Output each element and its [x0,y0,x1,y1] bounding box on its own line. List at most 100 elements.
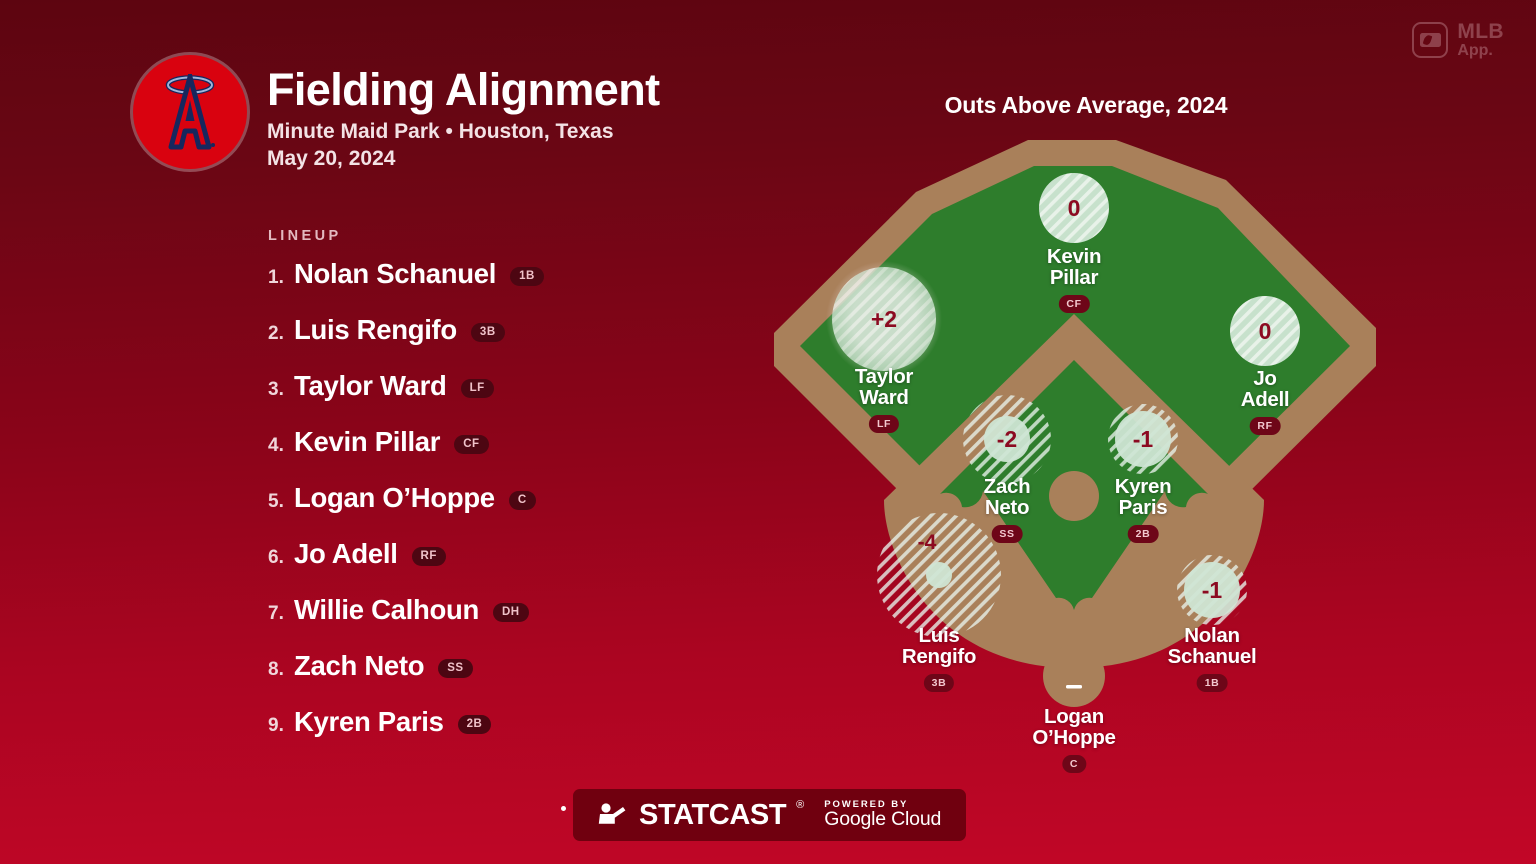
fielder-oaa-value: +2 [871,306,897,332]
lineup-position-badge: 2B [457,715,492,734]
lineup-order: 9. [268,715,284,736]
fielder-position-badge: 1B [1196,674,1228,692]
lineup-row: 9. Kyren Paris 2B [268,706,698,762]
mlb-watermark-line1: MLB [1457,20,1504,43]
fielder-oaa-value: -4 [918,531,937,554]
fielder-oaa-value: 0 [1068,195,1081,221]
fielder-position-badge: 3B [923,674,955,692]
baseball-field-svg: 0 +2 0 -2 -1 -4 -1 [774,140,1376,707]
google-cloud-label: Google Cloud [824,807,942,830]
lineup-order: 4. [268,435,284,456]
lineup-player-name: Willie Calhoun [294,594,479,625]
lineup-position-badge: DH [493,603,529,622]
fielder-oaa-value: -1 [1202,577,1223,603]
fielder-name-line2: Rengifo [901,645,977,669]
fielder-marker: -1 [1108,404,1178,474]
fielder-label: Jo Adell RF [1241,368,1290,435]
mlb-app-watermark: MLB App. [1412,20,1504,59]
lineup-row: 6. Jo Adell RF [268,538,698,594]
fielder-position-badge: CF [1058,295,1090,313]
fielder-name-line1: Jo [1253,367,1277,390]
field-chart-title: Outs Above Average, 2024 [944,92,1228,118]
fielder-marker: 0 [1230,296,1300,366]
fielder-markers: 0 +2 0 -2 -1 -4 -1 [826,173,1300,689]
fielder-name-line2: Pillar [1049,266,1099,290]
fielder-oaa-value: -2 [997,426,1017,452]
lineup-row: 1. Nolan Schanuel 1B [268,258,698,314]
fielder-label: Logan O’Hoppe C [1032,705,1116,773]
fielder-label: Zach Neto SS [984,476,1031,543]
fielder-label: Nolan Schanuel 1B [1168,625,1257,692]
lineup-player-name: Luis Rengifo [294,314,457,345]
lineup-row: 8. Zach Neto SS [268,650,698,706]
fielder-name-line1: Luis [918,624,960,647]
lineup-label: LINEUP [268,228,342,244]
lineup-player-name: Nolan Schanuel [294,258,497,289]
lineup-order: 1. [268,267,284,288]
fielder-label: Kyren Paris 2B [1115,476,1172,543]
fielder-position-badge: LF [868,415,900,433]
lineup-player-name: Logan O’Hoppe [294,482,495,513]
fielder-name-line1: Kyren [1114,475,1172,498]
lineup-row: 3. Taylor Ward LF [268,370,698,426]
powered-by-label: POWERED BY [824,799,909,811]
lineup-row: 4. Kevin Pillar CF [268,426,698,482]
lineup-player-name: Kevin Pillar [294,426,441,457]
lineup-position-badge: 1B [510,267,544,286]
fielder-name-line2: Ward [859,386,909,410]
fielder-marker: -4 [877,513,1001,637]
statcast-batter-icon [596,802,630,828]
fielder-marker: 0 [1039,173,1109,243]
fielder-marker: +2 [826,261,942,377]
fielder-position-badge: C [1061,755,1087,773]
lineup-order: 2. [268,323,284,344]
page-title: Fielding Alignment [267,64,660,115]
fielder-position-badge: SS [991,525,1023,543]
mlb-app-icon [1412,22,1449,59]
left-panel: Fielding Alignment Minute Maid Park • Ho… [0,0,760,864]
fielder-marker: -2 [963,395,1051,483]
angels-logo [133,55,247,169]
fielder-name-line1: Zach [983,475,1031,498]
fielder-name-line1: Taylor [854,365,914,388]
statcast-dot [561,806,566,811]
lineup-player-name: Kyren Paris [294,706,444,737]
lineup-player-name: Taylor Ward [294,370,447,401]
fielder-position-badge: RF [1249,417,1281,435]
header: Fielding Alignment Minute Maid Park • Ho… [133,55,660,173]
fielder-label: Luis Rengifo 3B [902,625,976,692]
game-date: May 20, 2024 [267,146,396,170]
fielder-name-line2: Neto [984,496,1030,520]
fielder-oaa-value: -1 [1133,426,1154,452]
lineup-row: 5. Logan O’Hoppe C [268,482,698,538]
lineup-list: 1. Nolan Schanuel 1B 2. Luis Rengifo 3B 3. Tayl… [268,258,698,762]
fielder-marker: -1 [1177,555,1247,625]
lineup-position-badge: SS [438,659,473,678]
fielder-name-line2: Paris [1118,496,1168,520]
fielder-name-line1: Logan [1043,705,1104,728]
statcast-trademark: ® [796,799,805,811]
fielder-name-line2: Adell [1240,388,1290,412]
lineup-order: 7. [268,603,284,624]
lineup-row: 7. Willie Calhoun DH [268,594,698,650]
pitchers-mound [1049,471,1099,521]
lineup-order: 8. [268,659,284,680]
home-plate-circle [1043,645,1105,707]
lineup-position-badge: LF [460,379,494,398]
lineup-player-name: Zach Neto [294,650,425,681]
lineup-position-badge: RF [411,547,446,566]
fielder-position-badge: 2B [1127,525,1159,543]
lineup-position-badge: 3B [470,323,505,342]
mlb-watermark-line2: App. [1457,41,1493,59]
fielder-name-line1: Kevin [1046,245,1102,268]
lineup-order: 5. [268,491,284,512]
field-diagram: Outs Above Average, 2024 0 +2 0 -2 -1 [756,0,1536,864]
fielder-name-line2: O’Hoppe [1032,726,1116,750]
lineup-player-name: Jo Adell [294,538,398,569]
lineup-position-badge: CF [454,435,489,454]
fielder-label: Kevin Pillar CF [1047,246,1101,313]
statcast-wordmark: STATCAST [639,798,787,831]
lineup-order: 6. [268,547,284,568]
lineup-position-badge: C [508,491,536,510]
fielder-marker [1066,685,1082,689]
